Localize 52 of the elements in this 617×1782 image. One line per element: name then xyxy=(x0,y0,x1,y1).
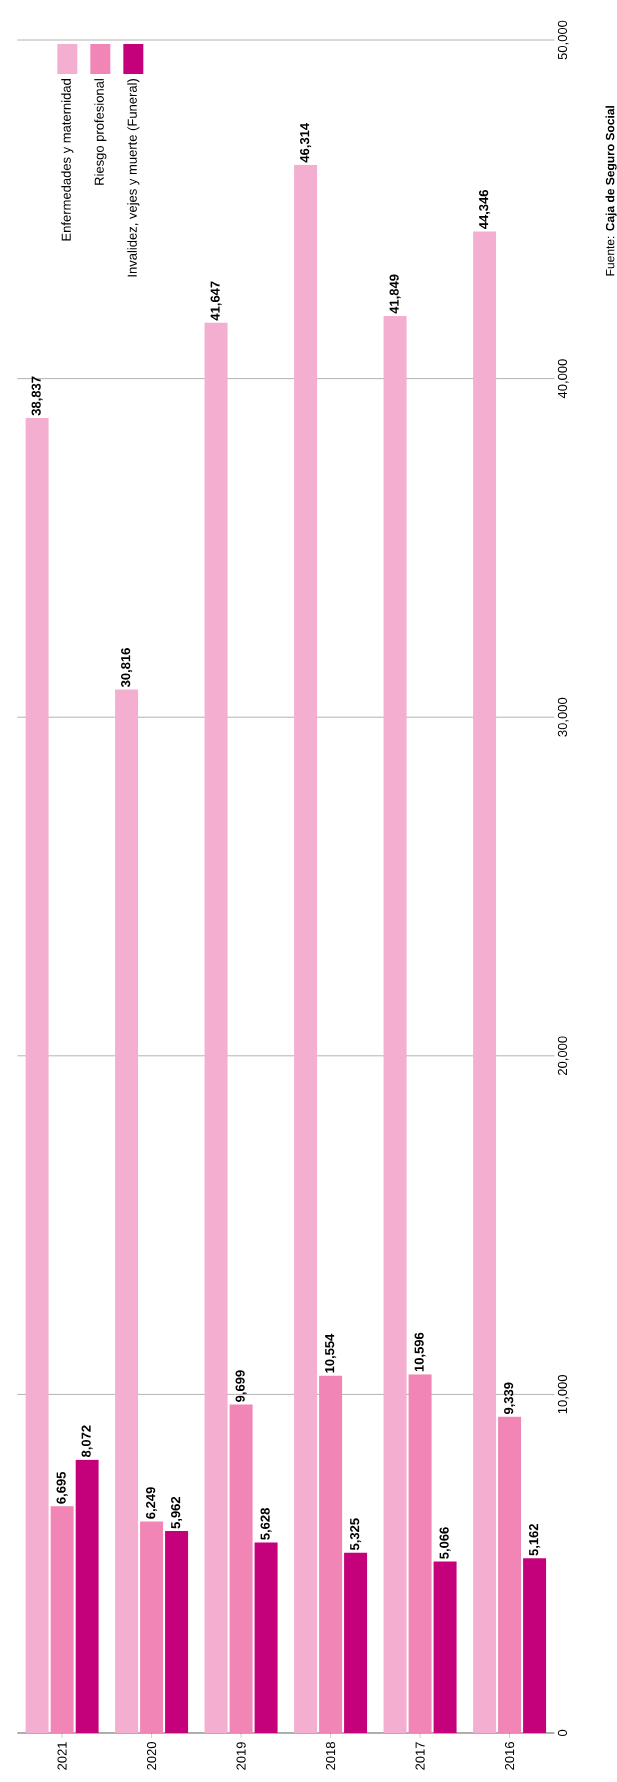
bar xyxy=(140,1521,164,1733)
x-tick-label: 2018 xyxy=(326,1742,336,1770)
data-label: 38,837 xyxy=(31,376,43,416)
data-label: 8,072 xyxy=(81,1425,93,1458)
x-tick-label: 2020 xyxy=(147,1742,157,1770)
bar xyxy=(75,1459,99,1733)
y-tick-label: 30,000 xyxy=(557,697,569,737)
bar xyxy=(254,1542,278,1733)
bar xyxy=(498,1416,522,1733)
data-label: 10,596 xyxy=(414,1332,426,1372)
bar xyxy=(25,418,49,1733)
source-note: Fuente: Caja de Seguro Social xyxy=(605,106,617,276)
bar xyxy=(319,1375,343,1733)
y-tick-label: 0 xyxy=(557,1729,568,1737)
legend-label: Enfermedades y maternidad xyxy=(61,79,74,241)
data-label: 5,325 xyxy=(350,1518,362,1551)
x-tick-label: 2019 xyxy=(236,1742,246,1770)
data-label: 9,699 xyxy=(235,1370,247,1402)
bar xyxy=(294,164,318,1733)
y-tick-label: 50,000 xyxy=(557,20,569,60)
data-label: 46,314 xyxy=(300,122,312,163)
data-label: 30,816 xyxy=(121,648,133,688)
bar xyxy=(115,689,139,1733)
bar xyxy=(383,316,407,1733)
bar xyxy=(473,231,497,1733)
data-label: 5,066 xyxy=(439,1527,451,1559)
data-label: 5,162 xyxy=(529,1524,541,1556)
data-label: 10,554 xyxy=(325,1333,337,1373)
y-tick-label: 10,000 xyxy=(557,1375,569,1414)
legend-label: Riesgo profesional xyxy=(94,79,107,185)
bar xyxy=(165,1531,189,1733)
bar xyxy=(433,1561,457,1733)
x-tick-label: 2016 xyxy=(505,1742,515,1770)
data-label: 41,647 xyxy=(210,281,222,321)
y-tick-label: 20,000 xyxy=(557,1036,569,1076)
bar xyxy=(204,322,228,1733)
legend-label: Invalidez, vejes y muerte (Funeral) xyxy=(127,79,140,277)
bar xyxy=(344,1552,368,1733)
data-label: 5,628 xyxy=(260,1508,272,1540)
bar xyxy=(408,1374,432,1733)
data-label: 9,339 xyxy=(504,1382,516,1415)
x-tick-label: 2021 xyxy=(57,1742,67,1770)
data-label: 44,346 xyxy=(479,189,491,230)
data-label: 6,249 xyxy=(146,1487,158,1519)
y-tick-label: 40,000 xyxy=(557,359,569,399)
x-tick-label: 2017 xyxy=(415,1742,425,1770)
data-label: 41,849 xyxy=(389,274,401,314)
data-label: 5,962 xyxy=(171,1496,183,1529)
bar xyxy=(50,1506,74,1733)
bar xyxy=(229,1404,253,1733)
data-label: 6,695 xyxy=(56,1471,68,1504)
bar xyxy=(523,1558,547,1733)
